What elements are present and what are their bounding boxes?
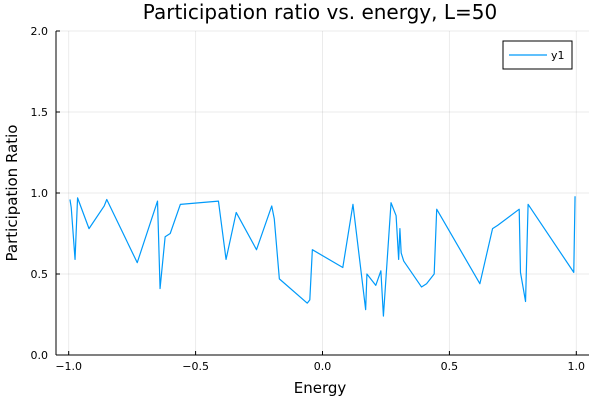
x-tick-label: 1.0 bbox=[568, 360, 586, 373]
x-ticks: −1.0 −0.5 0.0 0.5 1.0 bbox=[55, 351, 585, 373]
x-tick-label: −0.5 bbox=[182, 360, 209, 373]
y-tick-label: 0.0 bbox=[31, 349, 49, 362]
x-tick-label: 0.0 bbox=[314, 360, 332, 373]
y-tick-label: 0.5 bbox=[31, 268, 49, 281]
y-tick-label: 1.5 bbox=[31, 106, 49, 119]
x-tick-label: 0.5 bbox=[441, 360, 459, 373]
legend: y1 bbox=[502, 40, 573, 70]
series-line-y1 bbox=[69, 196, 576, 317]
y-ticks: 0.0 0.5 1.0 1.5 2.0 bbox=[31, 25, 60, 362]
y-axis-label: Participation Ratio bbox=[3, 125, 21, 262]
y-tick-label: 1.0 bbox=[31, 187, 49, 200]
y-tick-label: 2.0 bbox=[31, 25, 49, 38]
x-tick-label: −1.0 bbox=[55, 360, 82, 373]
chart-title: Participation ratio vs. energy, L=50 bbox=[143, 0, 497, 24]
series-layer bbox=[69, 196, 576, 317]
legend-label-y1: y1 bbox=[551, 49, 565, 62]
x-axis-label: Energy bbox=[294, 379, 347, 397]
